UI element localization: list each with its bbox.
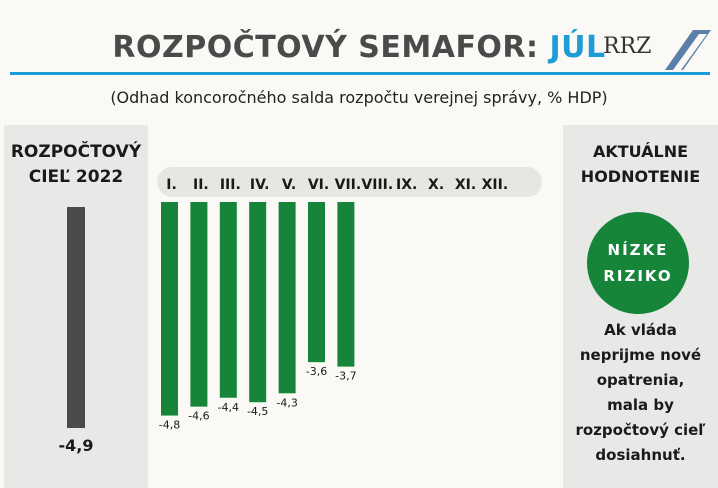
balance-bar xyxy=(219,202,237,398)
bar-value-label: -3,6 xyxy=(306,365,327,378)
logo-text: RRZ xyxy=(603,34,652,59)
bar-value-label: -4,8 xyxy=(159,419,180,432)
target-bar xyxy=(67,207,85,428)
balance-bar xyxy=(161,202,178,416)
bar-value-label: -4,5 xyxy=(247,405,268,418)
balance-bar xyxy=(190,202,208,407)
balance-bar xyxy=(278,202,296,394)
month-tick-label: III. xyxy=(220,177,241,193)
title-main: ROZPOČTOVÝ SEMAFOR: xyxy=(112,30,539,65)
target-heading-line2: CIEĽ 2022 xyxy=(28,167,124,187)
balance-bar xyxy=(308,202,325,363)
title-divider xyxy=(10,72,710,75)
note-line: mala by xyxy=(607,396,674,414)
note-line: neprijme nové xyxy=(579,346,702,364)
note-line: rozpočtový cieľ xyxy=(575,421,706,439)
risk-badge: NÍZKE RIZIKO xyxy=(587,212,689,314)
month-tick-label: IX. xyxy=(396,177,417,193)
month-tick-label: IV. xyxy=(250,177,270,193)
month-tick-label: VII. xyxy=(335,177,362,193)
title-month: JÚL xyxy=(549,30,606,65)
risk-badge-line1: NÍZKE xyxy=(607,241,669,259)
rrz-logo: RRZ xyxy=(603,28,713,72)
month-tick-label: XII. xyxy=(482,177,509,193)
bar-value-label: -4,6 xyxy=(188,410,209,423)
bar-value-label: -4,4 xyxy=(218,401,239,414)
month-tick-label: XI. xyxy=(455,177,476,193)
month-tick-label: VIII. xyxy=(361,177,393,193)
bar-value-label: -4,3 xyxy=(276,396,297,409)
month-tick-label: VI. xyxy=(308,177,329,193)
note-line: dosiahnuť. xyxy=(595,446,686,464)
month-tick-label: II. xyxy=(193,177,209,193)
assessment-heading-line2: HODNOTENIE xyxy=(580,167,701,186)
target-heading-line1: ROZPOČTOVÝ xyxy=(10,142,142,162)
chart-subtitle: (Odhad koncoročného salda rozpočtu verej… xyxy=(110,88,608,107)
target-value: -4,9 xyxy=(58,436,94,455)
note-line: opatrenia, xyxy=(596,371,685,389)
bar-value-label: -3,7 xyxy=(335,370,356,383)
month-tick-label: V. xyxy=(282,177,296,193)
risk-badge-line2: RIZIKO xyxy=(603,267,673,285)
month-tick-label: X. xyxy=(428,177,444,193)
balance-bar xyxy=(337,202,355,367)
target-heading: ROZPOČTOVÝ CIEĽ 2022 xyxy=(4,140,148,190)
logo-slash-icon xyxy=(665,30,711,70)
assessment-heading-line1: AKTUÁLNE xyxy=(592,142,689,161)
month-tick-label: I. xyxy=(166,177,177,193)
assessment-note: Ak vláda neprijme nové opatrenia, mala b… xyxy=(563,318,718,468)
balance-bar xyxy=(249,202,267,403)
month-strip xyxy=(157,167,542,197)
note-line: Ak vláda xyxy=(604,321,677,339)
assessment-heading: AKTUÁLNE HODNOTENIE xyxy=(563,139,718,189)
page-title: ROZPOČTOVÝ SEMAFOR: JÚL xyxy=(0,30,718,65)
